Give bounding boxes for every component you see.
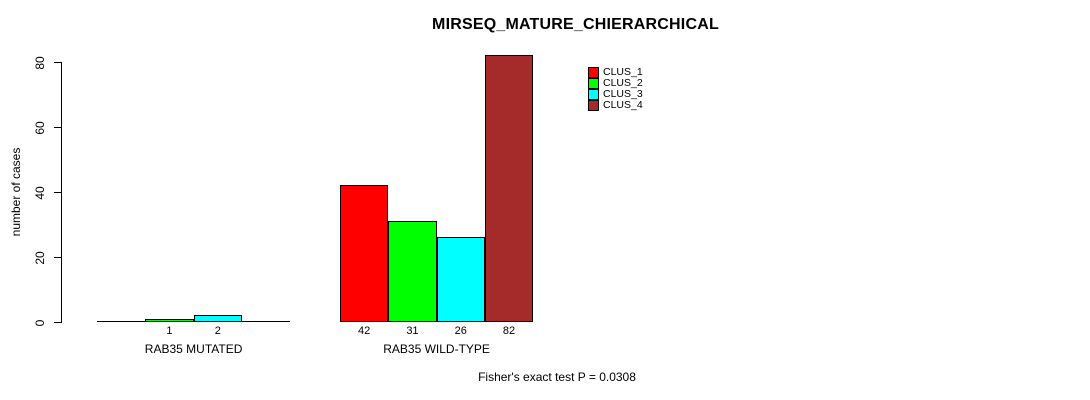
y-axis-tick bbox=[54, 257, 61, 258]
legend-swatch-icon bbox=[588, 89, 599, 100]
legend-item: CLUS_1 bbox=[588, 67, 643, 78]
legend: CLUS_1 CLUS_2 CLUS_3 CLUS_4 bbox=[588, 67, 643, 111]
bar-clus_3-1 bbox=[193, 315, 242, 322]
legend-label: CLUS_3 bbox=[603, 88, 643, 100]
group-label: RAB35 MUTATED bbox=[144, 342, 243, 356]
legend-item: CLUS_4 bbox=[588, 100, 643, 111]
bar-value-label: 26 bbox=[454, 325, 467, 337]
y-axis-tick-label: 60 bbox=[33, 120, 47, 135]
legend-item: CLUS_2 bbox=[588, 78, 643, 89]
y-axis-tick bbox=[54, 62, 61, 63]
y-axis-tick bbox=[54, 192, 61, 193]
legend-swatch-icon bbox=[588, 67, 599, 78]
bar-value-label: 2 bbox=[214, 325, 221, 337]
bar-value-label: 1 bbox=[166, 325, 173, 337]
y-axis-tick-label: 80 bbox=[33, 55, 47, 70]
bar-clus_1-2 bbox=[340, 185, 389, 322]
y-axis-label: number of cases bbox=[9, 147, 23, 237]
bar-clus_2-2 bbox=[388, 221, 437, 322]
y-axis-tick bbox=[54, 322, 61, 323]
fisher-test-note: Fisher's exact test P = 0.0308 bbox=[478, 370, 636, 384]
y-axis-tick-label: 20 bbox=[33, 250, 47, 265]
legend-label: CLUS_4 bbox=[603, 99, 643, 111]
legend-swatch-icon bbox=[588, 78, 599, 89]
bar-clus_2-1 bbox=[145, 319, 194, 322]
y-axis-line bbox=[61, 62, 62, 323]
bar-value-label: 82 bbox=[502, 325, 516, 337]
y-axis-tick bbox=[54, 127, 61, 128]
legend-label: CLUS_1 bbox=[603, 66, 643, 78]
bar-clus_4-2 bbox=[484, 55, 534, 322]
y-axis-tick-label: 0 bbox=[33, 319, 47, 326]
bar-value-label: 31 bbox=[406, 325, 419, 337]
bar-value-label: 42 bbox=[358, 325, 371, 337]
group-label: RAB35 WILD-TYPE bbox=[383, 342, 490, 356]
bar-clus_3-2 bbox=[436, 237, 485, 322]
legend-swatch-icon bbox=[588, 100, 599, 111]
legend-item: CLUS_3 bbox=[588, 89, 643, 100]
legend-label: CLUS_2 bbox=[603, 77, 643, 89]
chart-title: MIRSEQ_MATURE_CHIERARCHICAL bbox=[432, 16, 719, 33]
y-axis-tick-label: 40 bbox=[33, 185, 47, 200]
